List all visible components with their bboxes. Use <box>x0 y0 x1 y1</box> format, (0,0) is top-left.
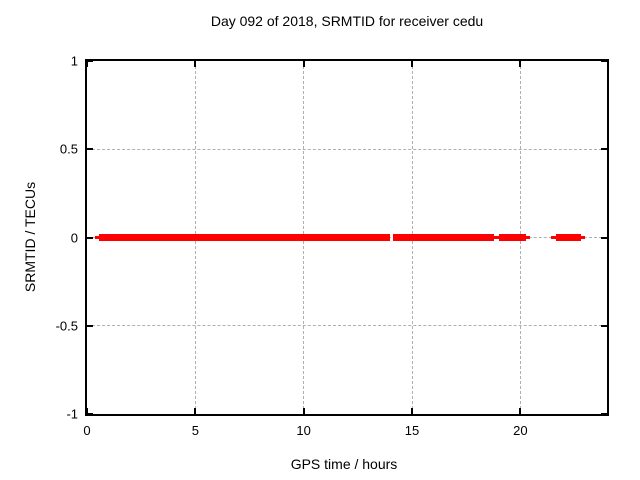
y-tick-mark-mirror <box>601 60 607 62</box>
data-segment <box>493 236 499 239</box>
x-tick-mark <box>194 408 197 414</box>
x-axis-label: GPS time / hours <box>290 456 398 472</box>
x-tick-mark-mirror <box>86 61 88 67</box>
x-tick-label: 5 <box>191 423 199 438</box>
data-segment <box>525 236 531 239</box>
gridline-horizontal <box>87 148 607 150</box>
y-tick-label: 0 <box>70 230 78 245</box>
x-tick-mark-mirror <box>411 61 413 67</box>
y-tick-mark-mirror <box>601 324 607 327</box>
data-segment <box>581 236 586 239</box>
data-segment <box>95 236 99 239</box>
x-tick-label: 0 <box>83 423 91 438</box>
y-tick-label: -0.5 <box>55 318 78 334</box>
data-segment <box>392 234 494 241</box>
y-tick-label: -1 <box>66 406 78 422</box>
data-segment <box>98 234 391 241</box>
x-tick-mark-mirror <box>194 61 197 67</box>
data-segment <box>498 234 526 241</box>
x-tick-mark <box>411 408 413 414</box>
x-tick-mark <box>86 408 88 414</box>
y-tick-mark <box>87 413 93 415</box>
y-tick-mark-mirror <box>601 148 607 151</box>
y-tick-label: 0.5 <box>59 141 78 157</box>
x-tick-label: 10 <box>296 423 311 438</box>
x-tick-mark-mirror <box>302 61 305 67</box>
y-axis-label: SRMTID / TECUs <box>22 181 38 293</box>
data-segment <box>556 234 582 241</box>
x-tick-label: 15 <box>404 423 420 438</box>
y-tick-mark-mirror <box>601 413 607 415</box>
y-tick-mark <box>87 60 93 62</box>
y-tick-label: 1 <box>70 53 78 69</box>
x-tick-mark-mirror <box>519 61 522 67</box>
gridline-horizontal <box>87 325 607 327</box>
y-tick-mark <box>87 324 93 327</box>
x-tick-label: 20 <box>513 423 528 438</box>
x-tick-mark <box>302 408 305 414</box>
data-segment <box>551 236 557 239</box>
plot-area: 0 5 10 15 20 -1 -0.5 0 0.5 1 <box>56 54 609 438</box>
chart-title: Day 092 of 2018, SRMTID for receiver ced… <box>210 13 484 29</box>
y-tick-mark <box>87 236 93 239</box>
x-tick-mark <box>519 408 522 414</box>
y-tick-mark-mirror <box>601 236 607 239</box>
y-tick-mark <box>87 148 93 151</box>
